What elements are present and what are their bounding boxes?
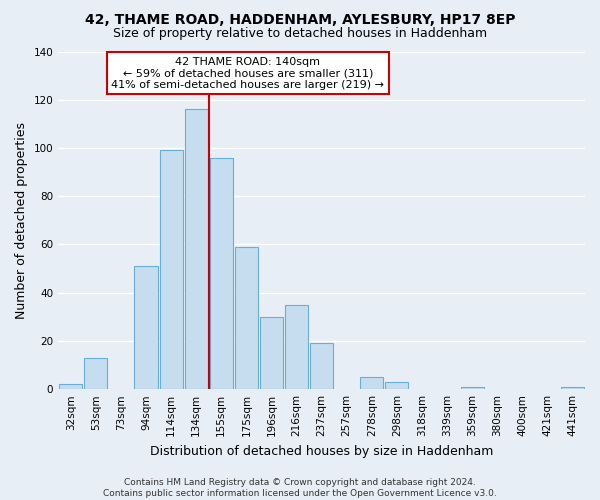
Text: 42 THAME ROAD: 140sqm
← 59% of detached houses are smaller (311)
41% of semi-det: 42 THAME ROAD: 140sqm ← 59% of detached … [112, 56, 385, 90]
Bar [235, 247, 258, 389]
Bar [561, 387, 584, 389]
Bar [160, 150, 182, 389]
Bar [310, 344, 333, 389]
Text: 42, THAME ROAD, HADDENHAM, AYLESBURY, HP17 8EP: 42, THAME ROAD, HADDENHAM, AYLESBURY, HP… [85, 12, 515, 26]
Bar [185, 110, 208, 389]
Y-axis label: Number of detached properties: Number of detached properties [15, 122, 28, 319]
Bar [285, 305, 308, 389]
Bar [84, 358, 107, 389]
Text: Size of property relative to detached houses in Haddenham: Size of property relative to detached ho… [113, 28, 487, 40]
Bar [209, 158, 233, 389]
Bar [134, 266, 158, 389]
Bar [360, 377, 383, 389]
Bar [461, 387, 484, 389]
X-axis label: Distribution of detached houses by size in Haddenham: Distribution of detached houses by size … [150, 444, 493, 458]
Bar [260, 317, 283, 389]
Bar [59, 384, 82, 389]
Bar [385, 382, 409, 389]
Text: Contains HM Land Registry data © Crown copyright and database right 2024.
Contai: Contains HM Land Registry data © Crown c… [103, 478, 497, 498]
